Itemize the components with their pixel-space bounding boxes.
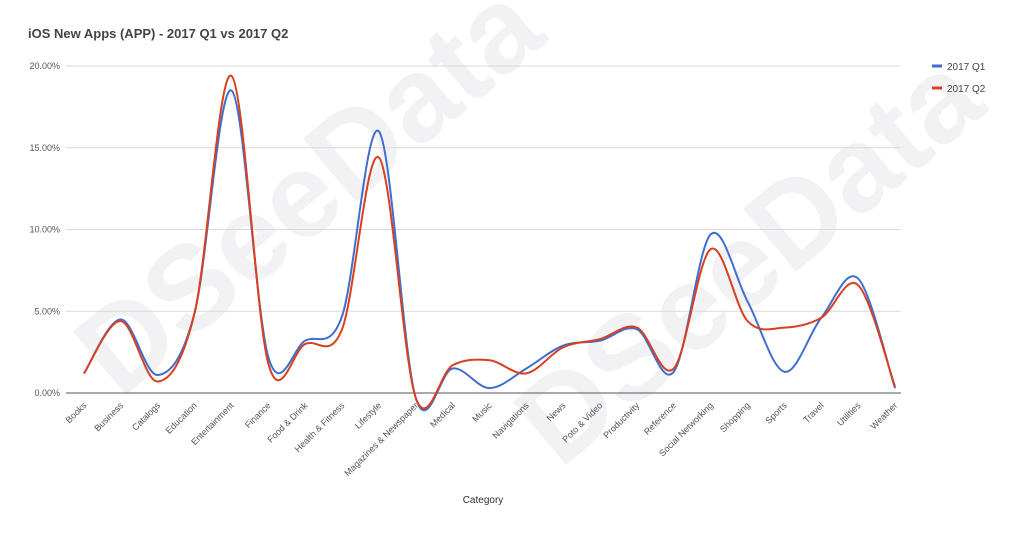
- data-point: [489, 359, 490, 361]
- data-point: [378, 157, 380, 159]
- data-point: [710, 233, 712, 235]
- data-point: [304, 340, 306, 342]
- data-point: [157, 374, 159, 376]
- x-axis-label: Category: [463, 495, 504, 506]
- data-point: [599, 340, 601, 342]
- data-point: [673, 371, 675, 373]
- data-point: [820, 317, 822, 319]
- x-tick-label: Finance: [243, 400, 273, 430]
- data-point: [525, 367, 527, 369]
- data-point: [636, 328, 638, 330]
- y-tick-label: 0.00%: [34, 388, 60, 398]
- y-tick-label: 15.00%: [29, 143, 60, 153]
- data-point: [194, 312, 196, 314]
- legend-label-q2: 2017 Q2: [947, 84, 986, 95]
- x-tick-label: Business: [92, 400, 125, 433]
- x-axis-ticks: Books Business Catalogs EducationEntertainm…: [64, 400, 900, 478]
- x-tick-label: Magazines & Newspaper: [342, 400, 420, 478]
- watermark-text: DSeeData: [51, 0, 567, 420]
- data-point: [710, 248, 712, 250]
- data-point: [157, 381, 159, 383]
- data-point: [857, 284, 859, 286]
- data-point: [341, 328, 343, 330]
- data-point: [894, 385, 896, 387]
- watermark-text-2: DSeeData: [491, 26, 1007, 490]
- x-tick-label: Music: [470, 400, 494, 424]
- data-point: [636, 327, 638, 329]
- x-tick-label: Utilities: [835, 400, 863, 428]
- data-point: [599, 338, 601, 340]
- data-point: [894, 387, 896, 389]
- data-point: [267, 363, 269, 365]
- data-point: [120, 320, 122, 322]
- series-line-2: [83, 74, 896, 410]
- x-tick-label: Weather: [868, 400, 899, 431]
- data-point: [783, 327, 785, 329]
- data-point: [415, 397, 417, 399]
- data-point: [673, 367, 675, 369]
- grid-lines: [66, 65, 901, 312]
- data-point: [230, 75, 232, 77]
- x-tick-label: Sports: [763, 400, 789, 426]
- data-point: [83, 372, 85, 374]
- data-point: [783, 371, 785, 373]
- data-point: [452, 367, 454, 369]
- x-tick-label: Medical: [428, 400, 457, 429]
- legend-label-q1: 2017 Q1: [947, 62, 986, 73]
- data-point: [747, 320, 749, 322]
- x-tick-label: Education: [164, 400, 199, 435]
- y-axis-ticks: 0.00% 5.00% 10.00% 15.00% 20.00%: [29, 61, 60, 398]
- data-point: [489, 387, 490, 389]
- y-tick-label: 10.00%: [29, 225, 60, 235]
- y-tick-label: 5.00%: [34, 306, 60, 316]
- data-point: [857, 278, 859, 280]
- chart-title: iOS New Apps (APP) - 2017 Q1 vs 2017 Q2: [28, 26, 288, 41]
- data-point: [452, 364, 454, 366]
- data-point: [747, 300, 749, 302]
- data-point: [562, 345, 564, 347]
- data-point: [341, 315, 343, 317]
- legend: 2017 Q1 2017 Q2: [932, 62, 986, 95]
- x-tick-label: Shopping: [718, 400, 752, 434]
- y-tick-label: 20.00%: [29, 61, 60, 71]
- data-point: [304, 343, 306, 345]
- x-tick-label: Travel: [801, 400, 826, 425]
- data-point: [562, 346, 564, 348]
- data-point: [230, 90, 232, 92]
- data-point: [378, 130, 380, 132]
- x-tick-label: Lifestyle: [353, 400, 383, 430]
- series-lines: [83, 74, 896, 412]
- x-tick-label: Books: [64, 400, 89, 425]
- data-point: [525, 372, 527, 374]
- data-point: [120, 318, 122, 320]
- data-point: [267, 356, 269, 358]
